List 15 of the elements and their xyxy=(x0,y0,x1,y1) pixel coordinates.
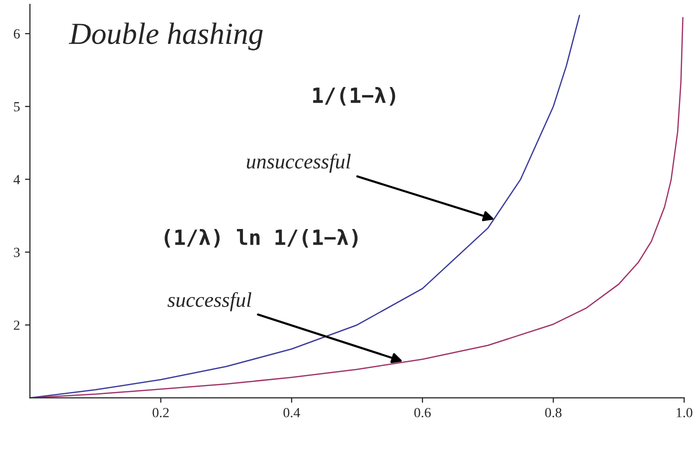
y-tick-label: 6 xyxy=(14,29,20,39)
annotation: successful xyxy=(168,292,252,312)
x-tick-label: 0.6 xyxy=(414,408,431,418)
annotation: 1/(1−λ) xyxy=(313,86,396,106)
annotation: (1/λ) ln 1/(1−λ) xyxy=(164,229,358,248)
x-tick-label: 0.8 xyxy=(545,408,562,418)
x-tick-label: 0.2 xyxy=(152,408,169,418)
text: Double hashing xyxy=(68,22,263,50)
annotation: unsuccessful xyxy=(246,154,351,173)
y-tick-label: 4 xyxy=(14,174,20,184)
x-tick-label: 1.0 xyxy=(676,408,692,418)
y-tick-label: 5 xyxy=(14,102,20,112)
x-tick-label: 0.4 xyxy=(283,408,300,418)
y-tick-label: 2 xyxy=(14,320,20,330)
y-tick-label: 3 xyxy=(14,248,20,258)
